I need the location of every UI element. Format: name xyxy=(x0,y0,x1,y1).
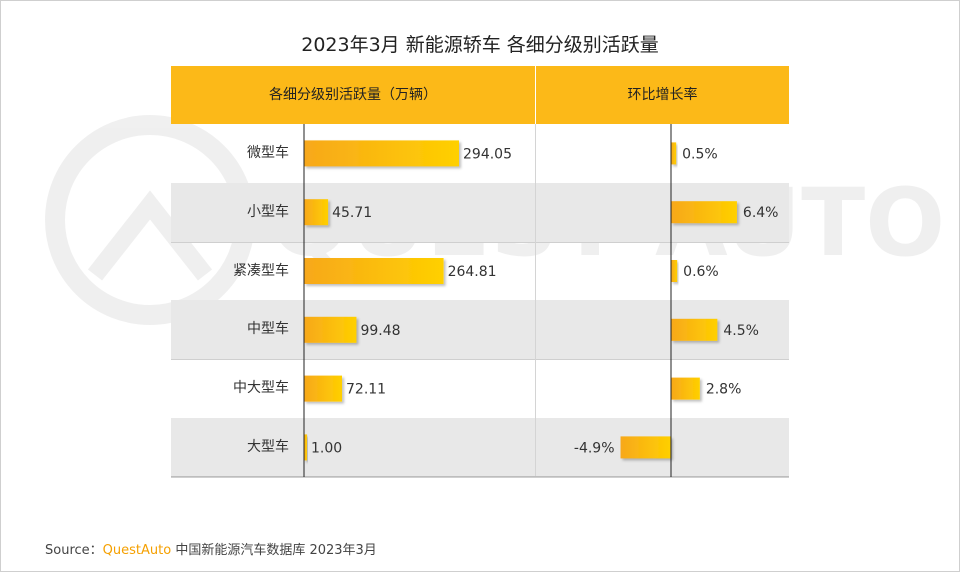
source-note: Source：QuestAuto 中国新能源汽车数据库 2023年3月 xyxy=(45,539,377,558)
data-table: 各细分级别活跃量（万辆） 环比增长率 微型车 小型车 紧凑型车 中型车 中大型车 大型车 … xyxy=(171,66,789,478)
table-header: 各细分级别活跃量（万辆） 环比增长率 xyxy=(171,66,789,124)
category-label: 小型车 xyxy=(247,203,289,220)
category-label: 微型车 xyxy=(247,145,289,161)
growth-bar xyxy=(671,377,700,400)
growth-bar xyxy=(671,260,678,282)
chart-title: 2023年3月 新能源轿车 各细分级别活跃量 xyxy=(301,34,659,56)
volume-value-label: 294.05 xyxy=(463,146,512,162)
source-prefix: Source： xyxy=(45,543,103,558)
source-text: 中国新能源汽车数据库 2023年3月 xyxy=(171,543,377,558)
volume-bar xyxy=(304,199,329,226)
volume-value-label: 45.71 xyxy=(332,205,372,221)
volume-value-label: 99.48 xyxy=(360,323,400,339)
bar-chart: 294.05 0.5% 45.71 6.4% 264.81 0.6% 99.48 4.5% 72… xyxy=(303,124,779,477)
column-divider xyxy=(535,124,536,477)
table-row: 大型车 xyxy=(171,418,789,478)
volume-value-label: 264.81 xyxy=(448,264,497,280)
growth-bar xyxy=(671,201,737,224)
growth-bar xyxy=(671,318,718,341)
header-volume: 各细分级别活跃量（万辆） xyxy=(269,87,437,103)
growth-value-label: 0.5% xyxy=(682,146,718,162)
header-growth: 环比增长率 xyxy=(627,87,698,103)
growth-value-label: 4.5% xyxy=(723,323,759,339)
growth-bar xyxy=(620,436,671,459)
volume-bar xyxy=(304,140,459,167)
volume-value-label: 72.11 xyxy=(346,382,386,398)
volume-bar xyxy=(304,375,343,402)
category-label: 中大型车 xyxy=(233,380,289,397)
category-label: 紧凑型车 xyxy=(233,262,289,279)
growth-value-label: 2.8% xyxy=(706,382,742,398)
category-label: 大型车 xyxy=(247,439,289,455)
growth-value-label: 0.6% xyxy=(683,264,719,280)
growth-value-label: 6.4% xyxy=(743,205,779,221)
table-bottom-border xyxy=(171,476,789,477)
category-label: 中型车 xyxy=(247,321,289,338)
volume-bar xyxy=(304,316,357,343)
volume-value-label: 1.00 xyxy=(311,440,342,456)
growth-value-label: -4.9% xyxy=(574,440,615,456)
volume-bar xyxy=(304,434,307,461)
source-brand: QuestAuto xyxy=(102,543,172,558)
header-divider xyxy=(535,66,536,124)
growth-bar xyxy=(671,142,677,165)
volume-bar xyxy=(304,258,444,284)
